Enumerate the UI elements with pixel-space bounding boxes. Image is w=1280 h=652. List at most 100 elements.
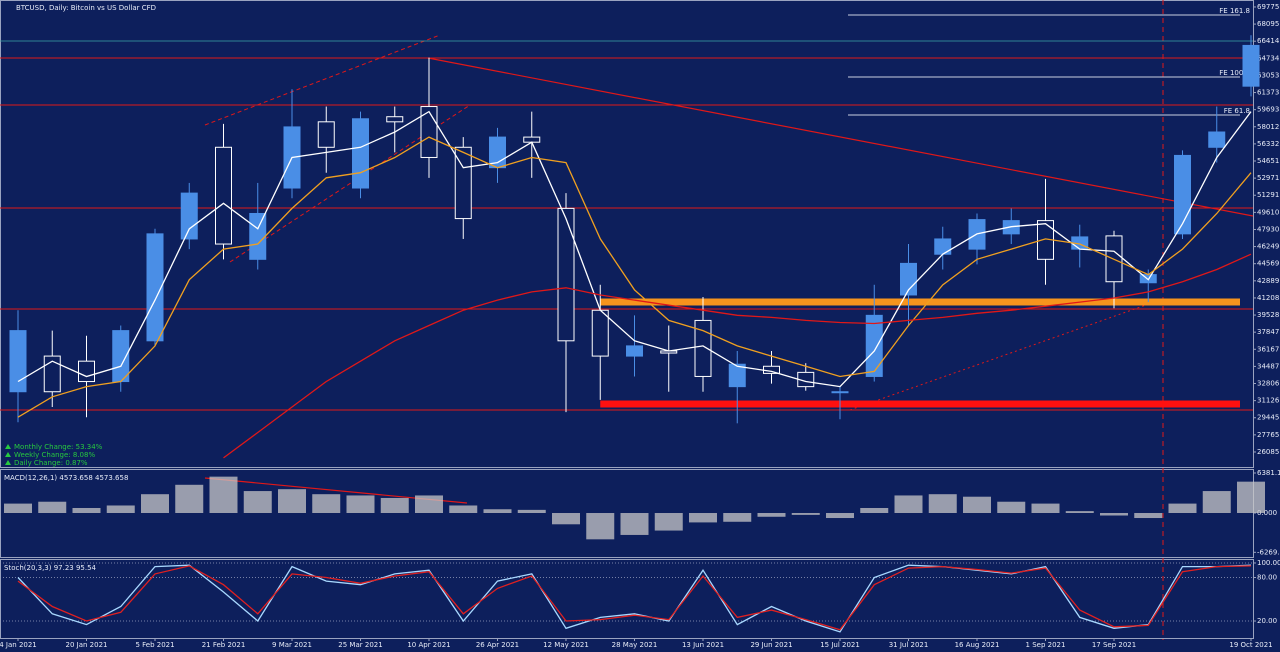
annotation-icons <box>5 444 11 465</box>
macd-bar <box>997 501 1026 514</box>
macd-bar <box>552 513 580 525</box>
macd-bar <box>1065 511 1094 514</box>
y-tick-label: 42889.1 <box>1257 277 1280 285</box>
macd-bar <box>791 513 820 515</box>
candle-body <box>78 360 95 383</box>
up-arrow <box>5 444 11 449</box>
fe-label: FE 61.8 <box>1224 107 1250 115</box>
macd-bar <box>1237 481 1265 514</box>
stoch-pane <box>0 559 1254 639</box>
macd-bar <box>209 476 238 514</box>
candle-body <box>420 106 438 158</box>
y-tick-label: 27765.5 <box>1257 431 1280 439</box>
candle-body <box>249 212 267 260</box>
fe-label: FE 100.0 <box>1219 69 1250 77</box>
y-tick-label: 54651.9 <box>1257 157 1280 165</box>
y-tick-label: 34487.1 <box>1257 362 1280 370</box>
y-tick-label: 52971.5 <box>1257 174 1280 182</box>
macd-bar <box>415 495 443 514</box>
macd-bar <box>757 513 786 517</box>
macd-bar <box>449 505 478 514</box>
macd-bar <box>654 513 683 531</box>
y-tick-label: 6381.18 <box>1257 469 1280 477</box>
macd-bar <box>72 507 101 514</box>
macd-bar <box>1031 503 1060 514</box>
y-tick-label: 80.00 <box>1257 573 1277 581</box>
macd-bar <box>38 501 67 514</box>
candle-body <box>728 363 746 388</box>
x-tick-label: 12 May 2021 <box>543 641 589 649</box>
x-tick-label: 10 Apr 2021 <box>407 641 450 649</box>
y-tick-label: 26085.1 <box>1257 448 1280 456</box>
candle-body <box>900 262 917 296</box>
macd-bar <box>1100 513 1128 516</box>
up-arrow <box>5 452 11 457</box>
macd-bar <box>483 509 512 514</box>
macd-bar <box>826 513 854 519</box>
candle-body <box>386 116 404 123</box>
zone <box>600 298 1240 306</box>
x-tick-label: 29 Jun 2021 <box>750 641 792 649</box>
x-tick-label: 1 Sep 2021 <box>1026 641 1066 649</box>
series-line <box>17 136 1252 418</box>
y-tick-label: -6269.3 <box>1257 548 1280 556</box>
candle-body <box>146 233 164 342</box>
zone <box>600 400 1240 408</box>
y-tick-label: 61373.5 <box>1257 89 1280 97</box>
y-tick-label: 37847.9 <box>1257 328 1280 336</box>
macd-bar <box>1168 503 1197 514</box>
x-tick-label: 25 Mar 2021 <box>338 641 382 649</box>
y-tick-label: 0.000 <box>1257 509 1277 517</box>
x-tick-label: 19 Oct 2021 <box>1229 641 1272 649</box>
macd-bar <box>963 496 991 514</box>
candle-body <box>454 146 472 220</box>
candle-body <box>43 355 61 393</box>
candle-body <box>523 136 541 143</box>
y-tick-label: 39528.3 <box>1257 311 1280 319</box>
candle-body <box>591 309 609 357</box>
macd-bar <box>723 513 752 522</box>
y-tick-label: 46249.9 <box>1257 243 1280 251</box>
macd-bar <box>346 495 375 514</box>
y-tick-label: 100.00 <box>1257 559 1280 567</box>
macd-bar <box>141 494 169 514</box>
candle-body <box>1174 154 1191 235</box>
price-pane <box>0 0 1254 468</box>
x-tick-label: 17 Sep 2021 <box>1092 641 1136 649</box>
macd-bar <box>1134 513 1163 519</box>
macd-bar <box>689 513 717 523</box>
trendline <box>427 57 1254 217</box>
macd-bar <box>1202 491 1231 514</box>
y-tick-label: 29445.9 <box>1257 414 1280 422</box>
y-tick-label: 69775.5 <box>1257 3 1280 11</box>
x-tick-label: 21 Feb 2021 <box>202 641 246 649</box>
macd-bar <box>860 507 889 514</box>
series-line <box>17 564 1252 633</box>
x-tick-label: 15 Jul 2021 <box>820 641 860 649</box>
y-tick-label: 64734.3 <box>1257 54 1280 62</box>
macd-bar <box>620 513 649 535</box>
candle-body <box>831 391 849 394</box>
y-tick-label: 32806.7 <box>1257 380 1280 388</box>
pane-title: MACD(12,26,1) 4573.658 4573.658 <box>4 474 128 482</box>
candle-body <box>180 192 198 240</box>
annotation: Weekly Change: 8.08% <box>14 451 95 459</box>
y-tick-label: 51291.1 <box>1257 191 1280 199</box>
candle-body <box>215 146 232 245</box>
macd-bar <box>175 484 204 514</box>
candle-body <box>694 319 712 377</box>
y-tick-label: 59693.1 <box>1257 106 1280 114</box>
x-tick-label: 20 Jan 2021 <box>66 641 108 649</box>
x-tick-label: 13 Jun 2021 <box>682 641 724 649</box>
macd-bar <box>928 494 957 514</box>
x-tick-label: 28 May 2021 <box>612 641 658 649</box>
y-tick-label: 66414.7 <box>1257 37 1280 45</box>
up-arrow <box>5 460 11 465</box>
candle-body <box>1208 131 1226 148</box>
y-tick-label: 41208.7 <box>1257 294 1280 302</box>
y-tick-label: 49610.7 <box>1257 208 1280 216</box>
y-tick-label: 20.00 <box>1257 617 1277 625</box>
